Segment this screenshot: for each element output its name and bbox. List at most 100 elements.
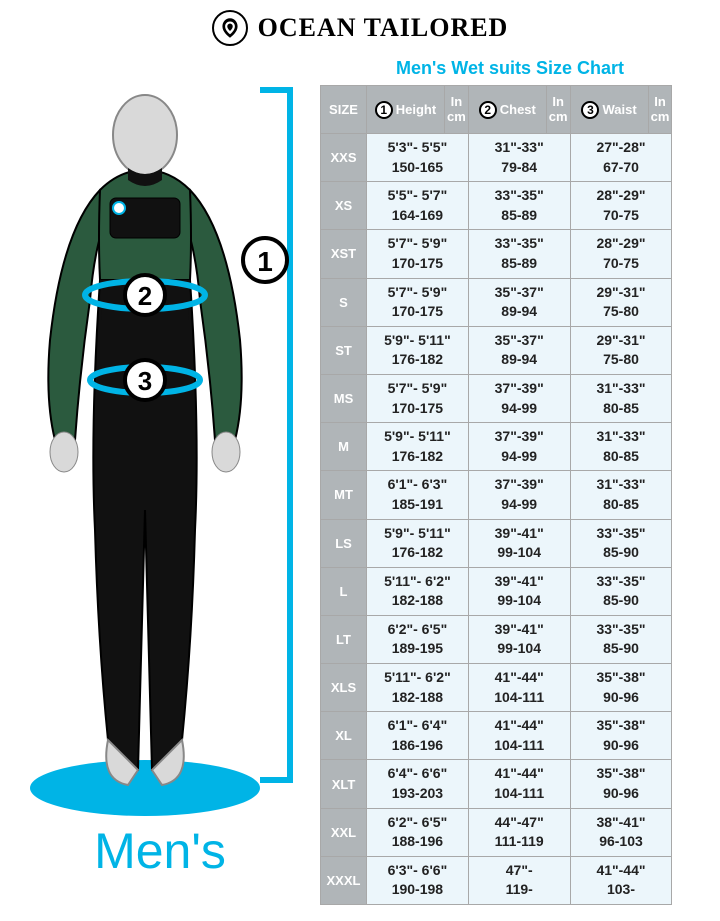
measure-imperial: 6'1"- 6'3": [370, 475, 465, 495]
measure-cell: 33"-35"85-90: [570, 615, 672, 663]
wetsuit-figure: 2 3 1 Men's: [10, 80, 310, 900]
measure-cell: 37"-39"94-99: [468, 471, 570, 519]
measure-imperial: 5'11"- 6'2": [370, 572, 465, 592]
size-cell: XLS: [321, 664, 367, 712]
measure-imperial: 39"-41": [472, 524, 567, 544]
measure-metric: 80-85: [574, 447, 669, 467]
measure-imperial: 35"-38": [574, 764, 669, 784]
measure-metric: 85-90: [574, 639, 669, 659]
col-height: 1Height: [367, 86, 445, 134]
measure-metric: 99-104: [472, 639, 567, 659]
measure-metric: 67-70: [574, 158, 669, 178]
measure-imperial: 6'1"- 6'4": [370, 716, 465, 736]
measure-cell: 28"-29"70-75: [570, 230, 672, 278]
measure-metric: 89-94: [472, 350, 567, 370]
col-waist: 3Waist: [570, 86, 648, 134]
measure-imperial: 37"-39": [472, 475, 567, 495]
measure-imperial: 6'3"- 6'6": [370, 861, 465, 881]
col-waist-num: 3: [581, 101, 599, 119]
size-cell: XL: [321, 712, 367, 760]
measure-cell: 41"-44"104-111: [468, 712, 570, 760]
measure-cell: 31"-33"79-84: [468, 134, 570, 182]
measure-imperial: 5'7"- 5'9": [370, 379, 465, 399]
measure-cell: 37"-39"94-99: [468, 374, 570, 422]
measure-cell: 33"-35"85-90: [570, 567, 672, 615]
measure-cell: 44"-47"111-119: [468, 808, 570, 856]
measure-metric: 164-169: [370, 206, 465, 226]
size-cell: MS: [321, 374, 367, 422]
height-marker: 1: [243, 238, 287, 282]
brand-name: OCEAN TAILORED: [258, 13, 509, 43]
size-cell: L: [321, 567, 367, 615]
measure-cell: 35"-38"90-96: [570, 664, 672, 712]
figure-shadow: [30, 760, 260, 816]
measure-cell: 27"-28"67-70: [570, 134, 672, 182]
measure-cell: 5'11"- 6'2"182-188: [367, 664, 469, 712]
size-cell: XXXL: [321, 856, 367, 904]
col-chest-unit: Incm: [546, 86, 570, 134]
measure-cell: 29"-31"75-80: [570, 278, 672, 326]
measure-imperial: 37"-39": [472, 427, 567, 447]
measure-imperial: 47"-: [472, 861, 567, 881]
table-row: MS5'7"- 5'9"170-17537"-39"94-9931"-33"80…: [321, 374, 672, 422]
measure-cell: 35"-38"90-96: [570, 712, 672, 760]
measure-imperial: 33"-35": [574, 620, 669, 640]
col-chest: 2Chest: [468, 86, 546, 134]
table-row: L5'11"- 6'2"182-18839"-41"99-10433"-35"8…: [321, 567, 672, 615]
measure-imperial: 31"-33": [574, 379, 669, 399]
measure-cell: 37"-39"94-99: [468, 423, 570, 471]
measure-cell: 5'7"- 5'9"170-175: [367, 374, 469, 422]
hand-right: [212, 432, 240, 472]
measure-cell: 39"-41"99-104: [468, 615, 570, 663]
measure-metric: 99-104: [472, 543, 567, 563]
col-waist-unit: Incm: [648, 86, 672, 134]
measure-metric: 176-182: [370, 350, 465, 370]
measure-imperial: 5'9"- 5'11": [370, 427, 465, 447]
measure-metric: 190-198: [370, 880, 465, 900]
measure-metric: 96-103: [574, 832, 669, 852]
measure-cell: 5'9"- 5'11"176-182: [367, 326, 469, 374]
table-row: XLT6'4"- 6'6"193-20341"-44"104-11135"-38…: [321, 760, 672, 808]
table-row: XLS5'11"- 6'2"182-18841"-44"104-11135"-3…: [321, 664, 672, 712]
measure-cell: 33"-35"85-89: [468, 182, 570, 230]
measure-imperial: 29"-31": [574, 331, 669, 351]
measure-metric: 193-203: [370, 784, 465, 804]
measure-metric: 182-188: [370, 591, 465, 611]
measure-metric: 75-80: [574, 350, 669, 370]
measure-imperial: 5'11"- 6'2": [370, 668, 465, 688]
size-cell: M: [321, 423, 367, 471]
waist-marker-num: 3: [138, 366, 152, 396]
measure-cell: 39"-41"99-104: [468, 567, 570, 615]
measure-cell: 6'3"- 6'6"190-198: [367, 856, 469, 904]
measure-imperial: 31"-33": [574, 475, 669, 495]
measure-metric: 104-111: [472, 736, 567, 756]
measure-metric: 85-89: [472, 254, 567, 274]
measure-imperial: 33"-35": [472, 186, 567, 206]
measure-cell: 39"-41"99-104: [468, 519, 570, 567]
size-cell: LT: [321, 615, 367, 663]
measure-imperial: 5'9"- 5'11": [370, 524, 465, 544]
measure-imperial: 35"-38": [574, 668, 669, 688]
figure-label: Men's: [10, 822, 310, 880]
measure-metric: 176-182: [370, 543, 465, 563]
measure-cell: 5'7"- 5'9"170-175: [367, 278, 469, 326]
measure-metric: 79-84: [472, 158, 567, 178]
measure-imperial: 39"-41": [472, 572, 567, 592]
measure-metric: 119-: [472, 880, 567, 900]
measure-metric: 182-188: [370, 688, 465, 708]
measure-metric: 104-111: [472, 784, 567, 804]
table-row: XXXL6'3"- 6'6"190-19847"-119-41"-44"103-: [321, 856, 672, 904]
measure-metric: 80-85: [574, 495, 669, 515]
measure-cell: 41"-44"103-: [570, 856, 672, 904]
measure-cell: 35"-37"89-94: [468, 326, 570, 374]
table-row: ST5'9"- 5'11"176-18235"-37"89-9429"-31"7…: [321, 326, 672, 374]
measure-imperial: 5'3"- 5'5": [370, 138, 465, 158]
measure-cell: 41"-44"104-111: [468, 664, 570, 712]
measure-metric: 94-99: [472, 447, 567, 467]
size-cell: XST: [321, 230, 367, 278]
measure-imperial: 6'2"- 6'5": [370, 620, 465, 640]
measure-metric: 85-90: [574, 543, 669, 563]
measure-cell: 38"-41"96-103: [570, 808, 672, 856]
measure-cell: 31"-33"80-85: [570, 471, 672, 519]
head: [113, 95, 177, 175]
